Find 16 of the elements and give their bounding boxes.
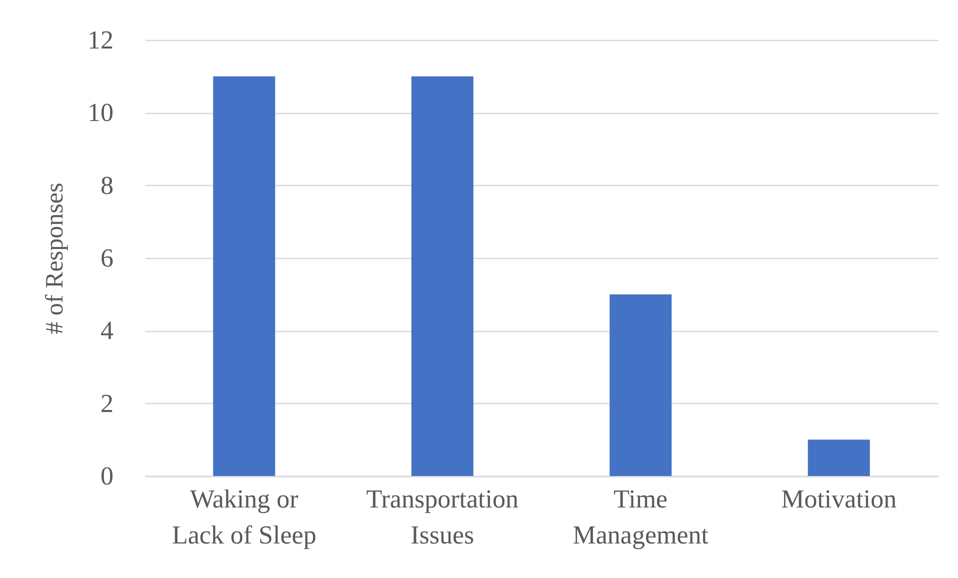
bar [808, 440, 870, 476]
bar [213, 76, 276, 476]
y-tick-label: 10 [88, 98, 114, 128]
y-tick-label: 6 [100, 244, 114, 272]
y-tick-label: 4 [100, 316, 114, 346]
y-tick-label: 8 [100, 170, 114, 200]
y-tick-label: 2 [100, 388, 114, 418]
y-tick-label: 0 [100, 462, 114, 490]
bar [610, 294, 672, 476]
y-tick-label: 12 [88, 26, 114, 54]
x-tick-label: Time Management [572, 484, 710, 550]
x-tick-label: Transportation Issues [366, 484, 518, 550]
bar [411, 76, 474, 476]
y-axis-title: # of Responses [42, 182, 68, 334]
x-tick-label: Waking or Lack of Sleep [172, 484, 316, 550]
x-tick-label: Motivation [781, 484, 897, 514]
